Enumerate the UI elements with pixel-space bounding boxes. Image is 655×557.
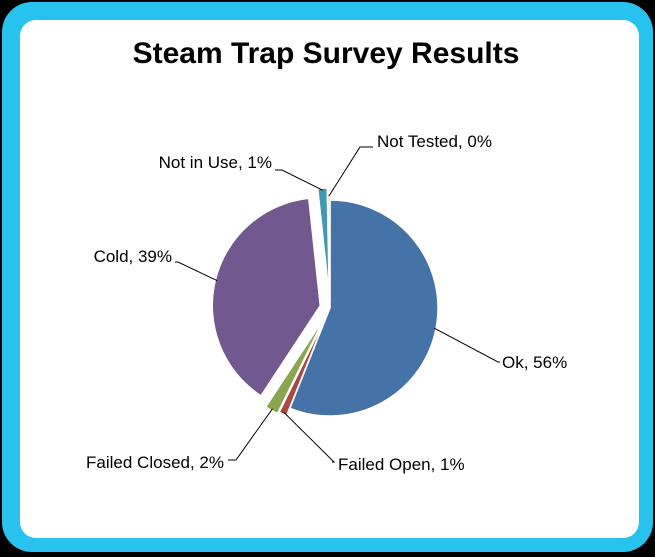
leader-line-not-in-use bbox=[275, 169, 323, 191]
pie-slice-not-in-use bbox=[316, 187, 330, 297]
data-label-not-tested: Not Tested, 0% bbox=[377, 132, 492, 151]
leader-line-cold bbox=[175, 261, 218, 282]
pie-slice-ok bbox=[288, 199, 439, 417]
data-labels: Ok, 56% Failed Open, 1% Failed Closed, 2% C… bbox=[86, 132, 567, 474]
leader-line-failed-closed bbox=[228, 408, 273, 461]
data-label-cold: Cold, 39% bbox=[94, 247, 172, 266]
data-label-not-in-use: Not in Use, 1% bbox=[159, 153, 272, 172]
pie-slices bbox=[211, 187, 439, 417]
chart-title: Steam Trap Survey Results bbox=[133, 37, 520, 70]
data-label-failed-closed: Failed Closed, 2% bbox=[86, 453, 224, 472]
leader-line-ok bbox=[433, 327, 500, 363]
data-label-ok: Ok, 56% bbox=[502, 353, 567, 372]
leader-line-not-tested bbox=[328, 146, 373, 197]
leader-lines bbox=[175, 146, 500, 463]
leader-line-failed-open bbox=[283, 411, 336, 463]
data-label-failed-open: Failed Open, 1% bbox=[338, 455, 465, 474]
